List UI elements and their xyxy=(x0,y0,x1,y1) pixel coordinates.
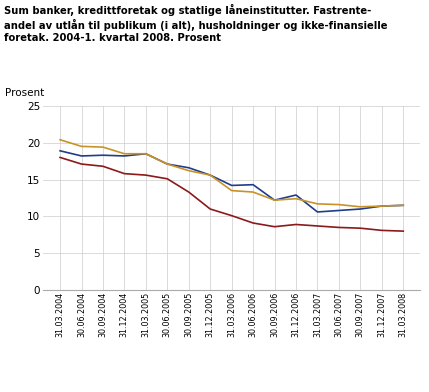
Publikum xyxy=(57,137,63,142)
Publikum xyxy=(143,151,148,156)
Husholdninger xyxy=(229,213,234,218)
Husholdninger xyxy=(336,225,341,230)
Ikke-finansielle foretak xyxy=(358,207,363,211)
Husholdninger xyxy=(165,176,170,181)
Publikum xyxy=(272,198,277,203)
Line: Husholdninger: Husholdninger xyxy=(60,158,403,231)
Publikum xyxy=(336,202,341,207)
Husholdninger xyxy=(315,223,320,228)
Husholdninger xyxy=(57,155,63,160)
Ikke-finansielle foretak xyxy=(79,154,84,158)
Ikke-finansielle foretak xyxy=(336,208,341,213)
Publikum xyxy=(401,203,406,208)
Husholdninger xyxy=(122,171,127,176)
Husholdninger xyxy=(379,228,384,233)
Publikum xyxy=(358,205,363,209)
Publikum xyxy=(100,145,106,149)
Publikum xyxy=(122,151,127,156)
Ikke-finansielle foretak xyxy=(293,192,299,197)
Text: Prosent: Prosent xyxy=(5,89,44,98)
Husholdninger xyxy=(143,173,148,178)
Publikum xyxy=(379,204,384,209)
Husholdninger xyxy=(272,224,277,229)
Ikke-finansielle foretak xyxy=(100,153,106,158)
Publikum xyxy=(293,196,299,201)
Ikke-finansielle foretak xyxy=(379,204,384,209)
Legend: Husholdninger, Ikke-finansielle foretak, Publikum: Husholdninger, Ikke-finansielle foretak,… xyxy=(52,391,411,392)
Publikum xyxy=(79,144,84,149)
Ikke-finansielle foretak xyxy=(122,154,127,158)
Husholdninger xyxy=(358,226,363,230)
Ikke-finansielle foretak xyxy=(272,198,277,203)
Ikke-finansielle foretak xyxy=(401,203,406,208)
Publikum xyxy=(165,162,170,167)
Text: Sum banker, kredittforetak og statlige låneinstitutter. Fastrente-
andel av utlå: Sum banker, kredittforetak og statlige l… xyxy=(4,4,388,44)
Line: Ikke-finansielle foretak: Ikke-finansielle foretak xyxy=(60,151,403,212)
Publikum xyxy=(251,190,256,194)
Husholdninger xyxy=(293,222,299,227)
Ikke-finansielle foretak xyxy=(186,165,191,170)
Husholdninger xyxy=(79,162,84,167)
Line: Publikum: Publikum xyxy=(60,140,403,207)
Ikke-finansielle foretak xyxy=(57,149,63,153)
Ikke-finansielle foretak xyxy=(143,151,148,156)
Publikum xyxy=(229,188,234,193)
Husholdninger xyxy=(401,229,406,234)
Ikke-finansielle foretak xyxy=(208,173,213,178)
Ikke-finansielle foretak xyxy=(251,182,256,187)
Husholdninger xyxy=(186,190,191,194)
Ikke-finansielle foretak xyxy=(315,210,320,214)
Husholdninger xyxy=(100,164,106,169)
Husholdninger xyxy=(251,221,256,225)
Publikum xyxy=(186,168,191,173)
Ikke-finansielle foretak xyxy=(165,162,170,167)
Publikum xyxy=(208,173,213,178)
Husholdninger xyxy=(208,207,213,211)
Publikum xyxy=(315,201,320,206)
Ikke-finansielle foretak xyxy=(229,183,234,188)
